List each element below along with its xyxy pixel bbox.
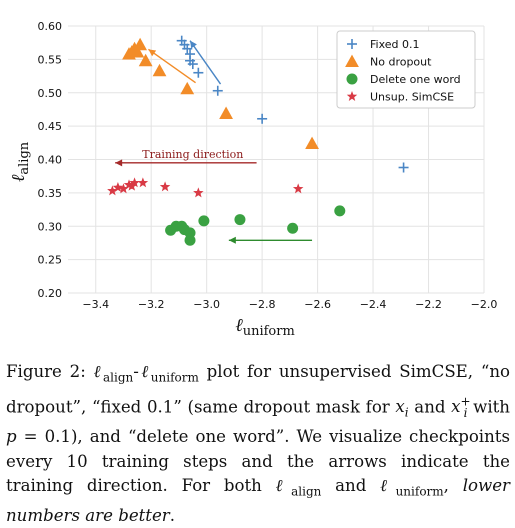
caption-text-1: plot for unsupervised SimCSE, “no dropou…	[6, 362, 511, 417]
data-point	[193, 187, 204, 198]
data-point	[112, 182, 124, 192]
data-point	[234, 214, 246, 226]
data-point	[137, 177, 149, 188]
series-fixed-0-1	[176, 35, 409, 173]
legend-marker	[345, 54, 359, 68]
legend-label: Delete one word	[370, 73, 461, 86]
data-point	[219, 106, 233, 119]
data-point	[287, 222, 299, 234]
x-tick-label: −2.6	[304, 298, 331, 311]
y-tick-label: 0.30	[38, 220, 63, 233]
series-no-dropout	[122, 37, 319, 149]
legend-item: No dropout	[345, 54, 432, 69]
data-point	[180, 81, 195, 95]
direction-arrow	[228, 236, 313, 244]
data-point	[257, 113, 268, 124]
data-point	[130, 45, 145, 58]
data-point	[305, 136, 319, 149]
scatter-chart: −3.4 −3.2 −3.0 −2.8 −2.6 −2.4 −2.2 −2.0 0.20 0.25…	[8, 20, 498, 339]
y-tick-label: 0.35	[38, 187, 63, 200]
legend-label: No dropout	[370, 56, 432, 69]
x-tick-label: −3.4	[82, 298, 109, 311]
legend-item: Delete one word	[346, 73, 461, 86]
annotations: Training direction	[142, 148, 243, 161]
x-tick-label: −2.8	[249, 298, 276, 311]
data-point	[133, 37, 148, 51]
x-tick-label: −3.0	[193, 298, 220, 311]
legend-marker	[346, 73, 358, 85]
data-point	[152, 63, 167, 77]
y-tick-label: 0.25	[38, 254, 63, 267]
data-point	[107, 185, 118, 196]
data-point	[182, 43, 193, 54]
y-tick-label: 0.60	[38, 20, 63, 33]
data-point	[212, 85, 223, 96]
y-tick-label: 0.40	[38, 154, 63, 167]
data-point	[398, 162, 409, 173]
y-tick-label: 0.45	[38, 120, 63, 133]
direction-arrow	[148, 48, 196, 84]
y-tick-label: 0.20	[38, 287, 63, 300]
series-unsup-simcse	[107, 177, 304, 198]
data-point	[193, 67, 204, 78]
data-point	[159, 181, 171, 192]
data-point	[138, 53, 153, 67]
figure-caption: Figure 2: ℓalign-ℓuniform plot for unsup…	[6, 362, 511, 525]
axes: −3.4 −3.2 −3.0 −2.8 −2.6 −2.4 −2.2 −2.0 0.20 0.25…	[38, 20, 498, 311]
x-tick-label: −2.4	[360, 298, 387, 311]
y-tick-label: 0.50	[38, 87, 63, 100]
legend-marker	[346, 91, 358, 101]
legend-marker	[347, 39, 357, 49]
legend-label: Fixed 0.1	[370, 38, 420, 51]
data-marks	[107, 35, 409, 246]
data-point	[292, 183, 304, 194]
arrows	[115, 40, 313, 244]
legend-item: Fixed 0.1	[347, 38, 420, 51]
legend-label: Unsup. SimCSE	[370, 91, 454, 104]
series-delete-one-word	[165, 205, 346, 246]
data-point	[118, 183, 129, 194]
caption-emphasis: lower numbers are better	[6, 476, 510, 525]
data-point	[334, 205, 346, 217]
caption-text-2: = 0.1), and “delete one word”. We visual…	[6, 427, 510, 496]
x-tick-label: −2.2	[415, 298, 442, 311]
caption-l-uniform: ℓuniform	[138, 362, 199, 385]
direction-arrow	[115, 159, 257, 167]
legend-box	[336, 30, 476, 109]
x-tick-label: −3.2	[138, 298, 165, 311]
caption-figure-label: Figure 2:	[6, 362, 86, 381]
x-tick-label: −2.0	[471, 298, 498, 311]
y-tick-label: 0.55	[38, 53, 63, 66]
data-point	[184, 234, 196, 246]
direction-arrow	[189, 40, 222, 85]
data-point	[123, 179, 135, 190]
x-axis-label: ℓuniform	[235, 315, 295, 339]
legend: Fixed 0.1 No dropout Delete one word Unsup.…	[336, 30, 476, 109]
annotation-training-direction: Training direction	[142, 148, 243, 161]
data-point	[129, 177, 140, 188]
data-point	[187, 59, 198, 70]
data-point	[198, 215, 210, 227]
y-axis-label: ℓalign	[8, 141, 32, 182]
caption-l-align: ℓalign	[93, 362, 134, 385]
legend-item: Unsup. SimCSE	[346, 91, 454, 104]
